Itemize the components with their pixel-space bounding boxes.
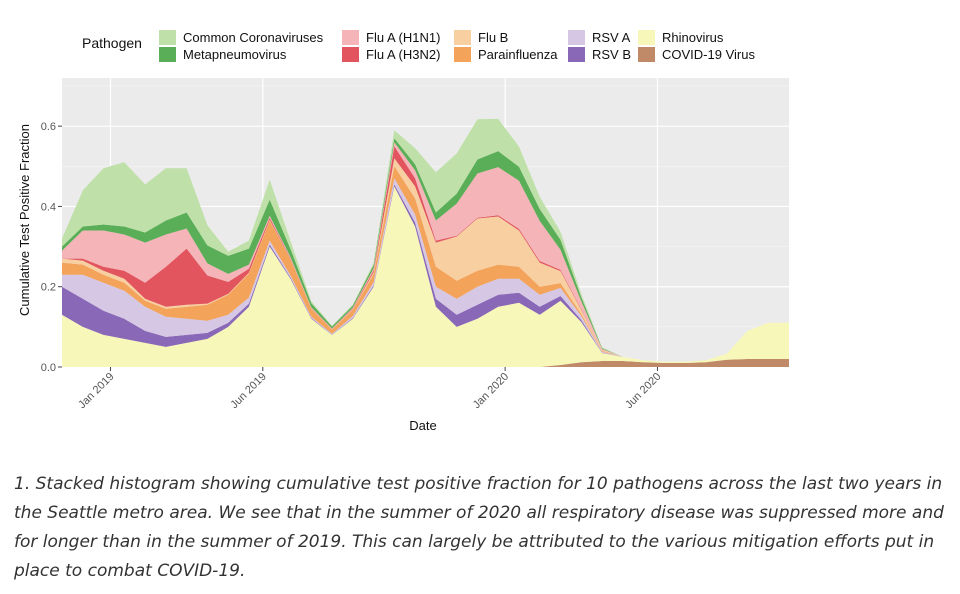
figure-caption: 1. Stacked histogram showing cumulative … [14, 474, 944, 581]
legend-label-metapneumovirus: Metapneumovirus [183, 47, 287, 62]
legend-swatch-flu-a-h3n2 [342, 47, 359, 62]
legend-swatch-rsv-b [568, 47, 585, 62]
legend-label-flu-b: Flu B [478, 30, 508, 45]
legend-swatch-flu-b [454, 30, 471, 45]
legend-swatch-rhinovirus [638, 30, 655, 45]
legend-label-rhinovirus: Rhinovirus [662, 30, 724, 45]
y-tick-label: 0.2 [41, 282, 56, 294]
legend-label-common-coronaviruses: Common Coronaviruses [183, 30, 324, 45]
y-tick-label: 0.4 [41, 201, 56, 213]
area-metapneumovirus [62, 138, 789, 362]
legend-title: Pathogen [82, 35, 142, 51]
y-tick-label: 0.6 [41, 121, 56, 133]
legend-swatch-metapneumovirus [159, 47, 176, 62]
legend-swatch-parainfluenza [454, 47, 471, 62]
area-common-coronaviruses [62, 118, 789, 362]
legend-label-flu-a-h3n2: Flu A (H3N2) [366, 47, 440, 62]
legend-label-covid-19-virus: COVID-19 Virus [662, 47, 755, 62]
x-axis: Jan 2019 Jun 2019 Jan 2020 Jun 2020 [76, 367, 664, 411]
x-axis-title: Date [409, 418, 436, 433]
area-series [62, 118, 789, 367]
legend-label-rsv-a: RSV A [592, 30, 631, 45]
legend-swatch-covid-19-virus [638, 47, 655, 62]
legend-label-rsv-b: RSV B [592, 47, 631, 62]
legend-label-parainfluenza: Parainfluenza [478, 47, 558, 62]
y-axis-title: Cumulative Test Positive Fraction [17, 124, 32, 316]
x-tick-label: Jan 2020 [471, 371, 511, 411]
chart-legend: Pathogen Common Coronaviruses Metapneumov… [82, 30, 755, 62]
x-tick-label: Jun 2020 [623, 371, 663, 411]
stacked-area-chart: Pathogen Common Coronaviruses Metapneumov… [17, 30, 789, 433]
x-tick-label: Jan 2019 [76, 371, 116, 411]
legend-swatch-flu-a-h1n1 [342, 30, 359, 45]
legend-swatch-common-coronaviruses [159, 30, 176, 45]
area-rhinovirus [62, 186, 789, 367]
legend-label-flu-a-h1n1: Flu A (H1N1) [366, 30, 440, 45]
y-tick-label: 0.0 [41, 362, 56, 374]
y-axis: 0.0 0.2 0.4 0.6 [41, 121, 62, 374]
x-tick-label: Jun 2019 [228, 371, 268, 411]
legend-swatch-rsv-a [568, 30, 585, 45]
